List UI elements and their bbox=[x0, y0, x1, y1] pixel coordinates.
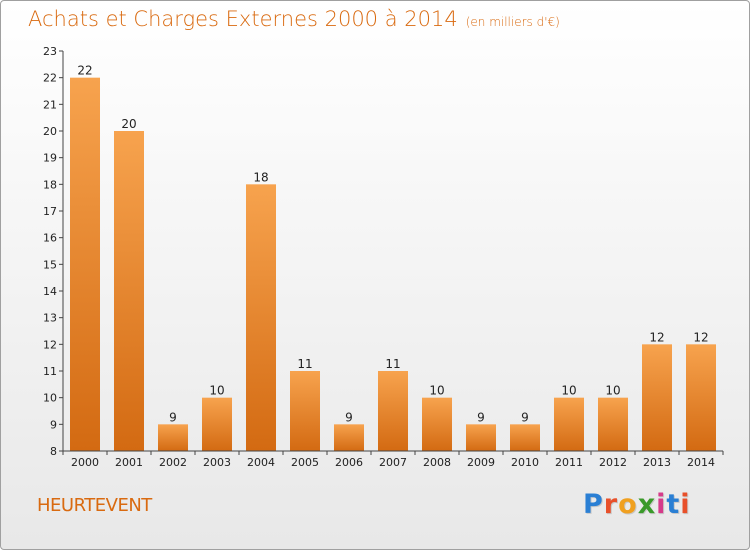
y-tick-label: 23 bbox=[43, 45, 57, 58]
bar bbox=[686, 344, 716, 451]
bar bbox=[378, 371, 408, 451]
logo-letter: t bbox=[666, 489, 681, 520]
x-tick-label: 2001 bbox=[115, 456, 143, 469]
bar bbox=[158, 424, 188, 451]
y-tick-label: 20 bbox=[43, 125, 57, 138]
data-label: 10 bbox=[209, 384, 224, 398]
logo-letter: r bbox=[603, 489, 619, 520]
data-label: 11 bbox=[385, 357, 400, 371]
bar bbox=[642, 344, 672, 451]
bar bbox=[202, 397, 232, 451]
y-tick-label: 14 bbox=[43, 285, 57, 298]
y-tick-label: 9 bbox=[50, 418, 57, 431]
data-label: 12 bbox=[693, 330, 708, 344]
y-tick-label: 17 bbox=[43, 205, 57, 218]
y-tick-label: 19 bbox=[43, 152, 57, 165]
y-tick-label: 21 bbox=[43, 98, 57, 111]
y-tick-label: 15 bbox=[43, 258, 57, 271]
bar bbox=[422, 397, 452, 451]
x-tick-label: 2000 bbox=[71, 456, 99, 469]
chart-title: Achats et Charges Externes 2000 à 2014 (e… bbox=[28, 7, 560, 31]
x-tick-label: 2013 bbox=[643, 456, 671, 469]
bar bbox=[70, 77, 100, 452]
x-tick-label: 2010 bbox=[511, 456, 539, 469]
x-tick-label: 2005 bbox=[291, 456, 319, 469]
y-tick-label: 18 bbox=[43, 178, 57, 191]
proxiti-logo[interactable]: Proxiti bbox=[583, 489, 691, 520]
bar bbox=[598, 397, 628, 451]
y-tick-label: 8 bbox=[50, 445, 57, 458]
logo-letter: i bbox=[680, 489, 691, 520]
bars-group: 22 20 9 10 18 11 9 11 10 9 9 10 10 12 12 bbox=[70, 64, 716, 452]
x-tick-label: 2003 bbox=[203, 456, 231, 469]
data-label: 9 bbox=[477, 410, 485, 424]
logo-letter: P bbox=[583, 489, 604, 520]
x-tick-label: 2008 bbox=[423, 456, 451, 469]
y-tick-label: 16 bbox=[43, 232, 57, 245]
logo-letter: x bbox=[637, 489, 657, 520]
axes-group: 2000 2001 2002 2003 2004 2005 2006 2007 2008 2009… bbox=[43, 45, 724, 469]
y-tick-label: 12 bbox=[43, 338, 57, 351]
data-label: 9 bbox=[169, 410, 177, 424]
data-label: 9 bbox=[345, 410, 353, 424]
y-tick-label: 11 bbox=[43, 365, 57, 378]
bar bbox=[114, 131, 144, 451]
data-label: 10 bbox=[561, 384, 576, 398]
logo-letter: o bbox=[618, 489, 638, 520]
chart-unit: (en milliers d'€) bbox=[465, 15, 560, 29]
x-tick-label: 2011 bbox=[555, 456, 583, 469]
data-label: 20 bbox=[121, 117, 136, 131]
x-tick-label: 2009 bbox=[467, 456, 495, 469]
y-tick-label: 22 bbox=[43, 72, 57, 85]
data-label: 10 bbox=[605, 384, 620, 398]
bar bbox=[290, 371, 320, 451]
x-tick-label: 2012 bbox=[599, 456, 627, 469]
x-tick-label: 2002 bbox=[159, 456, 187, 469]
data-label: 10 bbox=[429, 384, 444, 398]
data-label: 11 bbox=[297, 357, 312, 371]
x-tick-label: 2006 bbox=[335, 456, 363, 469]
bar bbox=[246, 184, 276, 452]
data-label: 9 bbox=[521, 410, 529, 424]
logo-letter: i bbox=[656, 489, 667, 520]
commune-name: HEURTEVENT bbox=[37, 495, 152, 516]
data-label: 18 bbox=[253, 170, 268, 184]
data-label: 12 bbox=[649, 330, 664, 344]
bar bbox=[334, 424, 364, 451]
bar bbox=[510, 424, 540, 451]
x-tick-label: 2007 bbox=[379, 456, 407, 469]
data-label: 22 bbox=[77, 64, 92, 78]
y-tick-label: 10 bbox=[43, 392, 57, 405]
bar bbox=[466, 424, 496, 451]
bar bbox=[554, 397, 584, 451]
y-tick-label: 13 bbox=[43, 312, 57, 325]
x-tick-label: 2004 bbox=[247, 456, 275, 469]
x-tick-label: 2014 bbox=[687, 456, 715, 469]
